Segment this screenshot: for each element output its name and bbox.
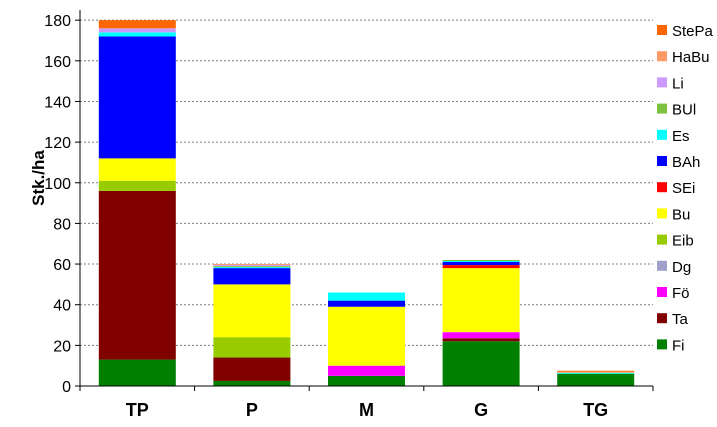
legend-swatch-bul <box>657 103 667 114</box>
legend: StePa HaBu Li BUl Es BAh SEi Bu Eib Dg Fö Ta Fi <box>657 23 714 354</box>
bar-segment-es-m <box>328 292 405 301</box>
legend-swatch-bu <box>657 208 667 219</box>
bar-segment-li-p <box>213 265 291 267</box>
x-tick-labels: TP P M G TG <box>79 386 654 420</box>
y-axis-label: Stk./ha <box>29 150 48 206</box>
legend-label-habu: HaBu <box>672 49 710 66</box>
x-tick-label: G <box>474 400 488 420</box>
bar-segment-habu-tg <box>557 371 635 373</box>
legend-swatch-ta <box>657 313 667 324</box>
bar-segment-bul-g <box>442 259 520 262</box>
legend-label-bul: BUl <box>672 102 696 119</box>
y-tick-label: 180 <box>44 13 71 30</box>
bar-segment-es-tp <box>98 32 176 37</box>
legend-swatch-dg <box>657 260 667 271</box>
legend-swatch-habu <box>657 51 667 62</box>
y-tick-label: 100 <box>44 176 71 193</box>
bar-segment-habu-p <box>213 264 291 266</box>
bar-segment-stepa-tg <box>557 370 635 372</box>
x-tick-label: TP <box>126 400 149 420</box>
bar-segment-bah-g <box>442 262 520 266</box>
bar-segment-eib-p <box>213 337 291 358</box>
legend-swatch-li <box>657 77 667 88</box>
bar-segment-bah-p <box>213 268 291 285</box>
legend-swatch-bah <box>657 156 667 166</box>
y-tick-label: 60 <box>53 257 71 274</box>
legend-label-bah: BAh <box>672 154 700 171</box>
y-tick-label: 80 <box>53 216 71 233</box>
bar-segment-es-tg <box>557 372 635 374</box>
legend-label-bu: Bu <box>672 206 690 223</box>
bar-segment-ta-tp <box>98 190 176 360</box>
legend-swatch-stepa <box>657 25 667 35</box>
legend-label-sei: SEi <box>672 180 695 197</box>
bar-segment-fö-g <box>442 332 520 339</box>
bar-segment-bah-m <box>328 300 405 307</box>
axes <box>79 10 653 387</box>
bar-segment-ta-p <box>213 357 291 381</box>
bar-segment-fö-m <box>328 365 405 376</box>
legend-label-es: Es <box>672 128 690 145</box>
legend-label-dg: Dg <box>672 259 691 276</box>
bar-segment-bu-tp <box>98 158 176 181</box>
bar-segment-li-tp <box>98 28 176 33</box>
bars <box>98 20 635 386</box>
legend-label-eib: Eib <box>672 233 694 250</box>
legend-label-fö: Fö <box>672 285 690 302</box>
bar-segment-fi-p <box>213 380 291 386</box>
bar-segment-bu-p <box>213 284 291 338</box>
y-tick-label: 20 <box>53 338 71 355</box>
legend-label-ta: Ta <box>672 311 689 328</box>
x-tick-label: M <box>359 400 374 420</box>
legend-swatch-es <box>657 129 667 140</box>
legend-label-stepa: StePa <box>672 23 714 40</box>
bar-segment-es-p <box>213 267 291 269</box>
bar-segment-bu-g <box>442 268 520 333</box>
legend-swatch-eib <box>657 234 667 245</box>
bar-segment-eib-tp <box>98 180 176 191</box>
y-tick-label: 160 <box>44 54 71 71</box>
legend-swatch-fi <box>657 339 667 350</box>
bar-segment-bu-m <box>328 306 405 366</box>
gridlines <box>80 19 653 346</box>
bar-segment-sei-g <box>442 265 520 269</box>
bar-segment-fi-tp <box>98 359 176 386</box>
legend-label-fi: Fi <box>672 337 685 354</box>
y-tick-label: 0 <box>62 379 71 396</box>
x-tick-label: P <box>246 400 258 420</box>
y-tick-labels: 0 20 40 60 80 100 120 140 160 180 <box>44 13 80 396</box>
y-tick-label: 140 <box>44 94 71 111</box>
legend-swatch-sei <box>657 182 667 193</box>
bar-segment-bah-tp <box>98 36 176 159</box>
bar-segment-fi-tg <box>557 373 635 386</box>
bar-segment-fi-m <box>328 375 405 386</box>
bar-segment-es-g <box>442 261 520 263</box>
y-tick-label: 40 <box>53 298 71 315</box>
bar-segment-bul-p <box>213 266 291 268</box>
y-tick-label: 120 <box>44 135 71 152</box>
bar-segment-ta-g <box>442 338 520 342</box>
legend-swatch-fö <box>657 287 667 297</box>
x-tick-label: TG <box>583 400 608 420</box>
legend-label-li: Li <box>672 75 684 92</box>
bar-segment-fi-g <box>442 341 520 386</box>
bar-segment-stepa-tp <box>98 20 176 29</box>
